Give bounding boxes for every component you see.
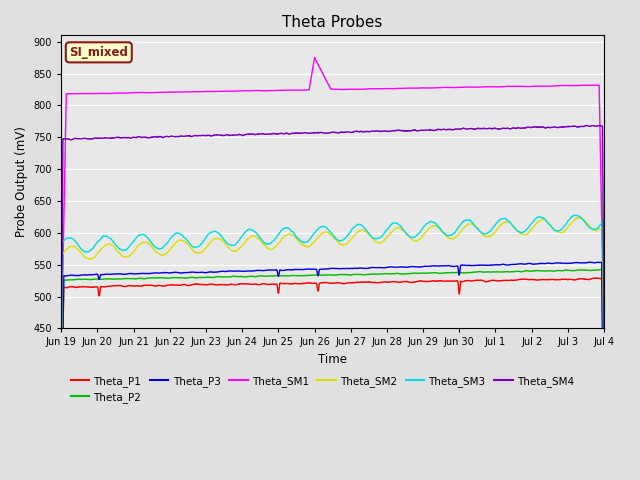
Theta_SM2	[484, 234, 492, 240]
Theta_SM1	[485, 84, 493, 90]
Theta_SM3	[572, 212, 580, 218]
Theta_SM4	[450, 127, 458, 132]
Theta_P3	[600, 424, 608, 430]
Theta_SM4	[600, 343, 608, 349]
Theta_P3	[517, 261, 525, 266]
Theta_SM3	[168, 234, 176, 240]
Theta_P3	[168, 270, 176, 276]
Theta_SM2	[450, 236, 458, 241]
Theta_SM4	[589, 122, 596, 128]
Line: Theta_SM1: Theta_SM1	[61, 58, 604, 355]
Theta_SM1	[517, 84, 525, 89]
Theta_P2	[58, 445, 65, 451]
Theta_P1	[168, 282, 176, 288]
Y-axis label: Probe Output (mV): Probe Output (mV)	[15, 126, 28, 237]
Theta_P2	[450, 270, 458, 276]
Theta_SM2	[168, 244, 176, 250]
Theta_P1	[484, 278, 492, 284]
Theta_P2	[600, 428, 608, 434]
Theta_P2	[517, 269, 525, 275]
Theta_SM1	[58, 352, 65, 358]
Theta_P2	[594, 267, 602, 273]
Theta_SM3	[484, 229, 492, 235]
Text: SI_mixed: SI_mixed	[69, 46, 128, 59]
Theta_P2	[168, 275, 176, 281]
Theta_P1	[517, 276, 525, 282]
Line: Theta_P1: Theta_P1	[61, 278, 604, 451]
Theta_SM4	[517, 125, 525, 131]
Theta_P1	[595, 276, 602, 281]
Theta_P3	[402, 264, 410, 270]
Theta_P3	[450, 264, 458, 269]
Theta_SM1	[310, 55, 318, 60]
Line: Theta_SM4: Theta_SM4	[61, 125, 604, 377]
Theta_SM3	[402, 230, 410, 236]
Theta_SM4	[484, 126, 492, 132]
Theta_P1	[58, 448, 65, 454]
Theta_P1	[600, 433, 608, 439]
Theta_SM2	[58, 420, 65, 426]
Title: Theta Probes: Theta Probes	[282, 15, 383, 30]
Legend: Theta_P1, Theta_P2, Theta_P3, Theta_SM1, Theta_SM2, Theta_SM3, Theta_SM4: Theta_P1, Theta_P2, Theta_P3, Theta_SM1,…	[67, 372, 578, 407]
Theta_SM3	[450, 230, 458, 236]
Theta_P3	[595, 259, 602, 265]
Theta_SM1	[450, 84, 458, 90]
Theta_SM2	[574, 215, 582, 221]
Theta_SM1	[403, 85, 410, 91]
Theta_P1	[593, 275, 600, 281]
Theta_SM3	[600, 402, 608, 408]
Theta_SM2	[402, 231, 410, 237]
Line: Theta_SM2: Theta_SM2	[61, 218, 604, 423]
Line: Theta_SM3: Theta_SM3	[61, 215, 604, 417]
Theta_P2	[402, 271, 410, 276]
Theta_SM4	[595, 123, 602, 129]
Theta_P3	[586, 259, 593, 265]
Theta_P1	[450, 278, 458, 284]
Theta_SM2	[600, 405, 608, 410]
Line: Theta_P2: Theta_P2	[61, 269, 604, 448]
Theta_SM4	[402, 128, 410, 133]
X-axis label: Time: Time	[318, 353, 347, 366]
Theta_P3	[484, 263, 492, 268]
Theta_SM4	[58, 374, 65, 380]
Theta_SM2	[595, 227, 602, 232]
Theta_SM1	[600, 338, 608, 344]
Theta_P2	[484, 269, 492, 275]
Theta_P1	[402, 279, 410, 285]
Theta_SM3	[517, 230, 525, 236]
Theta_SM3	[595, 225, 602, 230]
Theta_SM3	[58, 414, 65, 420]
Theta_P3	[58, 443, 65, 448]
Theta_P2	[597, 266, 605, 272]
Theta_SM2	[517, 231, 525, 237]
Theta_SM4	[168, 133, 176, 139]
Theta_SM1	[168, 89, 176, 95]
Line: Theta_P3: Theta_P3	[61, 262, 604, 445]
Theta_SM1	[595, 82, 602, 88]
